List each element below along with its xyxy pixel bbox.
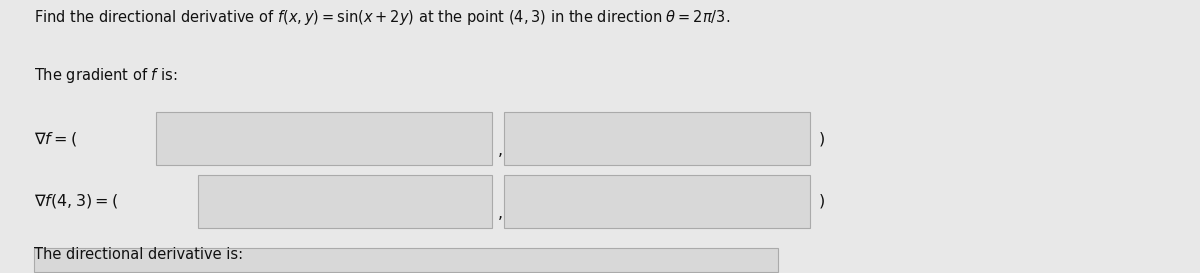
Text: The directional derivative is:: The directional derivative is: — [34, 247, 242, 262]
FancyBboxPatch shape — [156, 112, 492, 165]
FancyBboxPatch shape — [504, 175, 810, 228]
FancyBboxPatch shape — [198, 175, 492, 228]
FancyBboxPatch shape — [34, 248, 778, 272]
Text: The gradient of $f$ is:: The gradient of $f$ is: — [34, 66, 178, 85]
Text: ,: , — [498, 143, 503, 158]
Text: ,: , — [498, 206, 503, 221]
FancyBboxPatch shape — [504, 112, 810, 165]
Text: $)$: $)$ — [818, 130, 826, 147]
Text: $\nabla f(4,3) = ($: $\nabla f(4,3) = ($ — [34, 192, 118, 210]
Text: Find the directional derivative of $f(x, y) = \mathrm{sin}(x + 2y)$ at the point: Find the directional derivative of $f(x,… — [34, 8, 730, 27]
Text: $)$: $)$ — [818, 192, 826, 210]
Text: $\nabla f = ($: $\nabla f = ($ — [34, 130, 77, 147]
